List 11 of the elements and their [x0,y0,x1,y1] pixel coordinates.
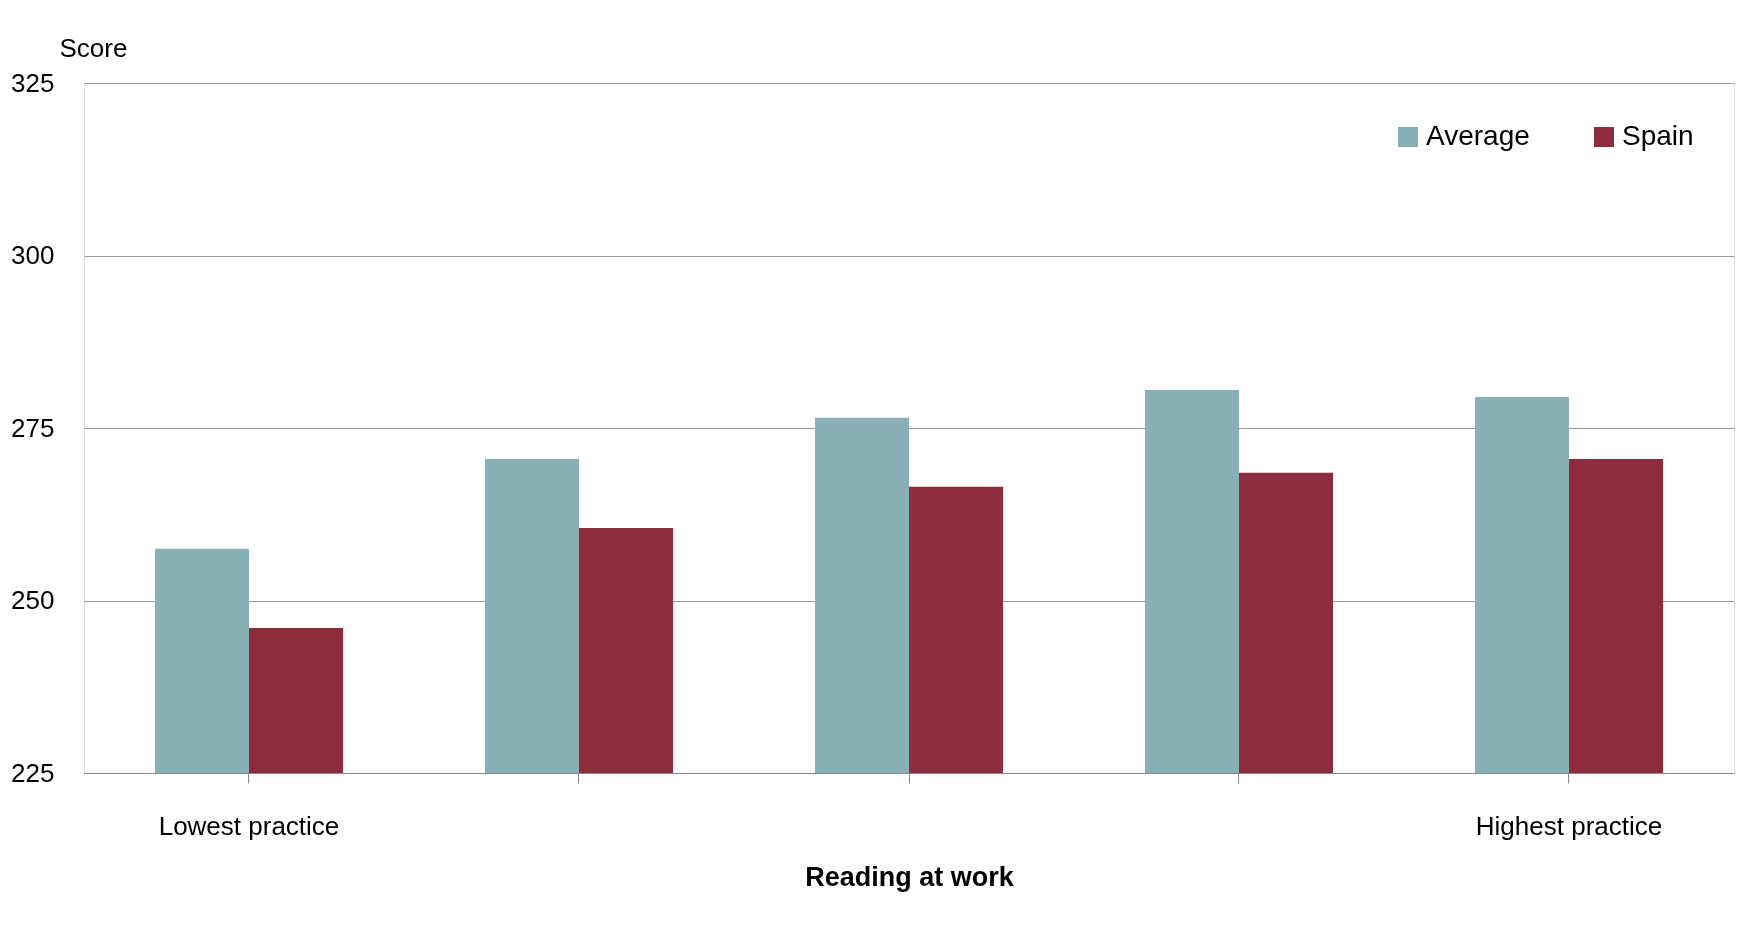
legend-label: Average [1426,120,1530,151]
y-tick-label: 275 [11,412,55,443]
y-tick-label: 325 [11,67,55,98]
legend-label: Spain [1622,120,1694,151]
y-tick-label: 300 [11,240,55,270]
y-tick-label: 225 [11,757,55,788]
x-tick-label: Lowest practice [158,810,340,841]
x-tick-label: Highest practice [1475,810,1663,841]
y-tick-label: 250 [11,585,55,615]
y-axis-title: Score [59,32,128,63]
x-axis-title: Reading at work [805,861,1015,892]
